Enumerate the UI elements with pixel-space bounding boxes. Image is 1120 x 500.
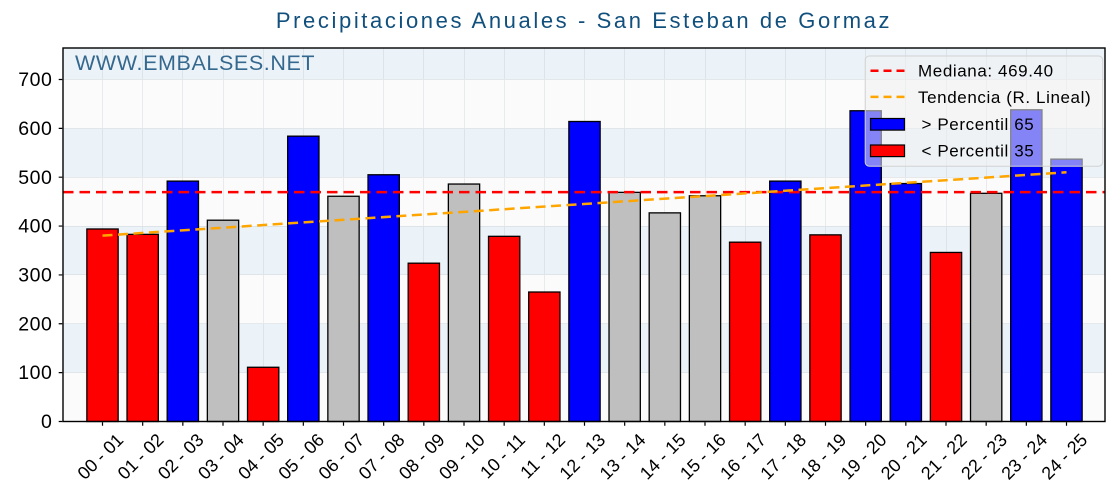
- svg-text:700: 700: [18, 69, 52, 91]
- svg-text:300: 300: [18, 265, 52, 287]
- svg-text:200: 200: [18, 313, 52, 335]
- svg-text:Mediana: 469.40: Mediana: 469.40: [918, 62, 1054, 81]
- svg-text:100: 100: [18, 362, 52, 384]
- svg-text:0: 0: [41, 411, 52, 433]
- svg-text:< Percentil 35: < Percentil 35: [922, 142, 1035, 161]
- svg-text:400: 400: [18, 216, 52, 238]
- svg-text:> Percentil 65: > Percentil 65: [922, 115, 1035, 134]
- svg-text:600: 600: [18, 118, 52, 140]
- svg-text:Tendencia (R. Lineal): Tendencia (R. Lineal): [918, 88, 1091, 107]
- svg-text:WWW.EMBALSES.NET: WWW.EMBALSES.NET: [75, 51, 315, 75]
- svg-text:500: 500: [18, 167, 52, 189]
- svg-text:Precipitaciones Anuales - San: Precipitaciones Anuales - San Esteban de…: [276, 8, 892, 33]
